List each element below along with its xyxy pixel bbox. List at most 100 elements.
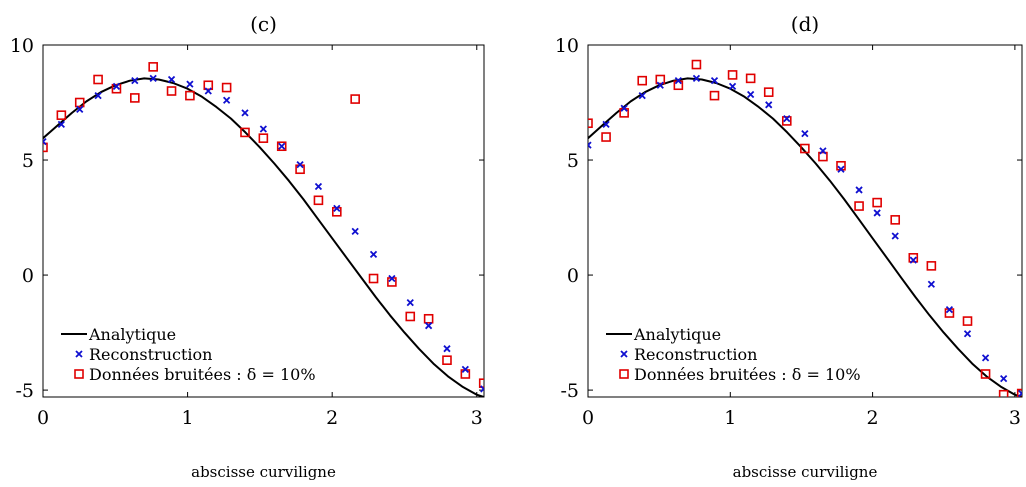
reconstruction-point xyxy=(314,182,323,191)
y-tick-label: 5 xyxy=(22,150,34,172)
chart-title: (c) xyxy=(250,12,277,36)
legend-entry: Analytique xyxy=(633,325,721,344)
noisy-data-point xyxy=(130,93,140,103)
reconstruction-point xyxy=(891,232,899,240)
reconstruction-point xyxy=(424,322,433,330)
reconstruction-point xyxy=(278,142,286,150)
legend-swatch-noisy xyxy=(74,369,84,379)
y-tick-label: 10 xyxy=(10,35,34,57)
x-axis-label: abscisse curviligne xyxy=(191,463,336,481)
noisy-data-point xyxy=(763,87,774,97)
x-tick-label: 0 xyxy=(37,407,49,429)
y-tick-label: 10 xyxy=(555,35,579,57)
noisy-data-point xyxy=(148,62,158,72)
noisy-data-point xyxy=(56,110,67,120)
noisy-data-point xyxy=(588,118,593,129)
reconstruction-point xyxy=(351,227,359,235)
noisy-data-point xyxy=(423,313,434,324)
noisy-data-point xyxy=(1016,388,1022,397)
reconstruction-point xyxy=(333,204,341,212)
x-tick-label: 2 xyxy=(326,407,338,429)
reconstruction-point xyxy=(94,91,102,100)
noisy-data-point xyxy=(368,273,379,284)
noisy-data-point xyxy=(962,316,973,326)
x-axis-label: abscisse curviligne xyxy=(733,463,878,481)
noisy-data-point xyxy=(185,90,195,101)
y-tick-label: 0 xyxy=(22,265,34,287)
reconstruction-point xyxy=(620,104,628,112)
noisy-data-point xyxy=(111,83,122,94)
reconstruction-point xyxy=(801,129,809,138)
noisy-data-point xyxy=(926,261,937,271)
noisy-data-point xyxy=(655,74,666,85)
y-tick-label: -5 xyxy=(560,380,579,402)
y-tick-label: 0 xyxy=(567,265,579,287)
noisy-data-point xyxy=(74,97,85,108)
x-tick-label: 3 xyxy=(471,407,483,429)
plot-area xyxy=(43,62,484,397)
x-tick-label: 1 xyxy=(182,407,194,429)
x-tick-label: 0 xyxy=(582,407,594,429)
chart-title: (d) xyxy=(791,12,819,36)
noisy-data-point xyxy=(93,74,103,85)
reconstruction-point xyxy=(443,345,451,353)
noisy-data-point xyxy=(781,116,792,126)
noisy-data-point xyxy=(478,378,484,388)
reconstruction-point xyxy=(167,75,176,84)
noisy-data-point xyxy=(405,311,416,322)
reconstruction-point xyxy=(1018,389,1022,397)
noisy-data-point xyxy=(258,133,269,143)
noisy-data-point xyxy=(709,90,720,101)
noisy-data-point xyxy=(240,127,250,138)
noisy-data-point xyxy=(745,73,756,84)
noisy-data-point xyxy=(221,82,232,93)
reconstruction-point xyxy=(406,299,414,307)
reconstruction-point xyxy=(981,354,990,362)
noisy-data-point xyxy=(637,75,648,86)
reconstruction-point xyxy=(43,137,47,146)
legend-entry: Reconstruction xyxy=(89,345,212,364)
reconstruction-point xyxy=(963,330,972,338)
noisy-data-point xyxy=(166,86,177,96)
legend-swatch-reconstruction xyxy=(620,350,628,358)
reconstruction-point xyxy=(149,74,157,82)
legend-entry: Reconstruction xyxy=(634,345,757,364)
noisy-data-point xyxy=(908,253,919,263)
reconstruction-point xyxy=(638,91,646,100)
reconstruction-point xyxy=(186,80,194,88)
noisy-data-point xyxy=(727,70,738,80)
noisy-data-point xyxy=(276,141,287,152)
reconstruction-point xyxy=(222,96,231,104)
reconstruction-point xyxy=(765,101,773,109)
axes-box xyxy=(42,44,485,398)
x-tick-label: 3 xyxy=(1009,407,1021,429)
noisy-data-point xyxy=(442,355,452,365)
noisy-data-point xyxy=(854,201,864,211)
reconstruction-point xyxy=(747,90,755,99)
noisy-data-point xyxy=(872,197,882,208)
reconstruction-point xyxy=(588,141,592,149)
reconstruction-point xyxy=(461,365,469,374)
reconstruction-point xyxy=(204,87,212,95)
reconstruction-point xyxy=(927,280,935,288)
reconstruction-point xyxy=(131,77,139,85)
plot-area xyxy=(588,59,1022,397)
noisy-data-point xyxy=(691,59,702,70)
reconstruction-point xyxy=(480,385,484,393)
reconstruction-point xyxy=(1000,374,1008,383)
noisy-data-point xyxy=(43,142,48,153)
reconstruction-point xyxy=(945,305,954,314)
reconstruction-point xyxy=(369,250,378,258)
reconstruction-point xyxy=(783,114,791,123)
reconstruction-point xyxy=(57,120,65,129)
reconstruction-point xyxy=(728,82,737,91)
reconstruction-point xyxy=(909,256,917,264)
reconstruction-point xyxy=(388,274,396,283)
x-tick-label: 1 xyxy=(724,407,736,429)
reconstruction-point xyxy=(819,147,827,155)
x-tick-label: 2 xyxy=(867,407,879,429)
